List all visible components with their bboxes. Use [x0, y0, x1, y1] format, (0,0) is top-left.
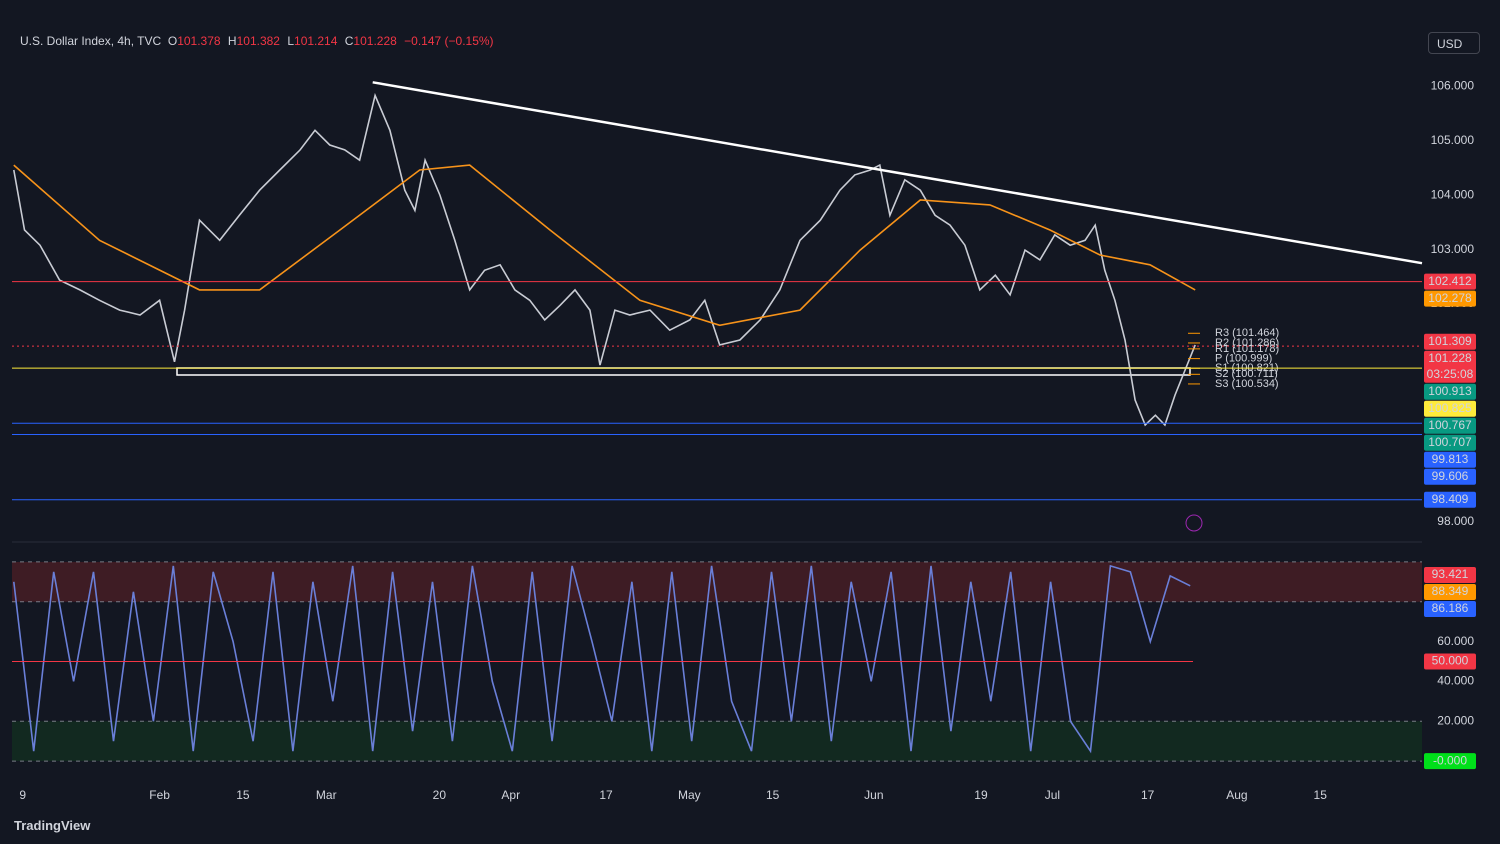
price-label: -0.000: [1433, 753, 1467, 767]
price-label-box: [1424, 383, 1476, 400]
price-label: 98.409: [1432, 492, 1469, 506]
y-tick-label: 106.000: [1431, 78, 1475, 92]
x-tick-label: 17: [599, 788, 613, 802]
price-label-box: [1424, 417, 1476, 434]
price-label: 99.813: [1432, 452, 1469, 466]
legend-header: U.S. Dollar Index, 4h, TVC O101.378 H101…: [20, 34, 498, 48]
y-tick-label: 98.000: [1437, 514, 1474, 528]
price-label: 100.707: [1428, 435, 1472, 449]
x-tick-label: 20: [433, 788, 447, 802]
x-tick-label: 9: [19, 788, 26, 802]
price-label: 100.825: [1428, 401, 1472, 415]
price-label-box: [1424, 567, 1476, 584]
x-tick-label: 15: [1314, 788, 1328, 802]
y-tick-label: 104.000: [1431, 187, 1475, 201]
price-label: 50.000: [1432, 654, 1469, 668]
price-label-box: [1424, 584, 1476, 601]
pivot-label: S2 (100.711): [1215, 368, 1278, 380]
price-label-box: [1424, 400, 1476, 417]
price-label: 88.349: [1432, 584, 1469, 598]
x-tick-label: Apr: [501, 788, 520, 802]
symbol: U.S. Dollar Index, 4h, TVC: [20, 34, 162, 48]
price-label: 99.606: [1432, 469, 1469, 483]
x-tick-label: May: [678, 788, 701, 802]
pivot-label: R3 (101.464): [1215, 327, 1279, 339]
series-line: [372, 81, 1423, 265]
x-tick-label: Aug: [1226, 788, 1247, 802]
low: 101.214: [294, 34, 338, 48]
x-tick-label: 15: [236, 788, 250, 802]
y-tick-label: 105.000: [1431, 133, 1475, 147]
h-label: H: [227, 34, 237, 48]
price-label-box: [1424, 350, 1476, 383]
open: 101.378: [177, 34, 221, 48]
price-label: 101.228: [1428, 351, 1472, 365]
price-label: 102.412: [1428, 274, 1472, 288]
series-line: [13, 92, 1196, 427]
price-label-box: [1424, 491, 1476, 508]
x-tick-label: Feb: [149, 788, 170, 802]
o-label: O: [167, 34, 178, 48]
price-label-box: [1424, 451, 1476, 468]
alert-icon: [1185, 514, 1203, 532]
price-label-box: [1424, 753, 1476, 770]
price-label: 93.421: [1432, 567, 1469, 581]
x-tick-label: Jul: [1045, 788, 1060, 802]
price-label: 86.186: [1432, 601, 1469, 615]
high: 101.382: [236, 34, 280, 48]
zone: [12, 721, 1422, 762]
y-tick-label: 40.000: [1437, 674, 1474, 688]
l-label: L: [287, 34, 295, 48]
y-tick-label: 20.000: [1437, 713, 1474, 727]
price-label-box: [1424, 434, 1476, 451]
price-label-box: [1424, 333, 1476, 350]
price-label: 100.767: [1428, 418, 1472, 432]
series-line: [13, 564, 1191, 754]
close: 101.228: [353, 34, 397, 48]
x-tick-label: 19: [974, 788, 988, 802]
c-label: C: [344, 34, 354, 48]
zone: [12, 561, 1422, 602]
x-tick-label: 15: [766, 788, 780, 802]
y-tick-label: 103.000: [1431, 242, 1475, 256]
price-label-box: [1424, 468, 1476, 485]
price-label: 102.278: [1428, 291, 1472, 305]
change: −0.147 (−0.15%): [404, 34, 494, 48]
price-label-box: [1424, 290, 1476, 307]
series-line: [13, 164, 1196, 327]
price-label: 101.309: [1428, 334, 1472, 348]
currency-button[interactable]: USD: [1428, 32, 1480, 54]
price-label-box: [1424, 273, 1476, 290]
branding: TradingView: [14, 818, 91, 833]
price-label: 100.913: [1428, 384, 1472, 398]
x-tick-label: Mar: [316, 788, 337, 802]
price-label-box: [1424, 601, 1476, 618]
price-label-box: [1424, 653, 1476, 670]
pivot-label: S3 (100.534): [1215, 378, 1279, 390]
y-tick-label: 60.000: [1437, 634, 1474, 648]
countdown: 03:25:08: [1427, 367, 1474, 381]
x-tick-label: 17: [1141, 788, 1155, 802]
pivot-label: P (100.999): [1215, 353, 1272, 365]
x-tick-label: Jun: [864, 788, 883, 802]
